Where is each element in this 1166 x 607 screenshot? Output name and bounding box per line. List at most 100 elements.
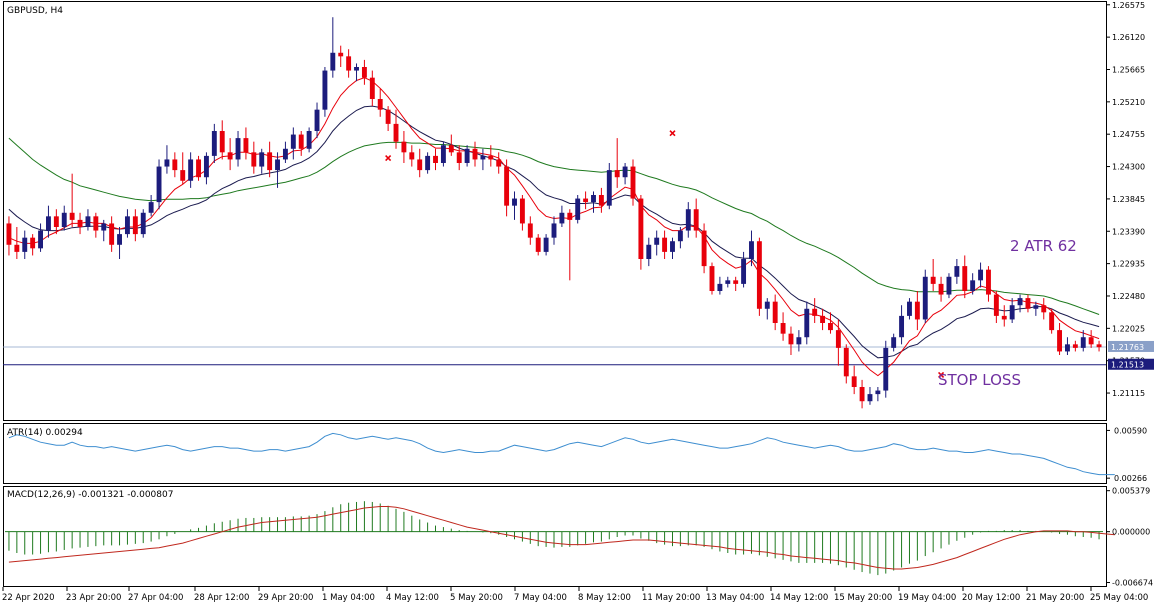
time-tick-label: 15 May 20:00 (834, 593, 892, 603)
time-tick-label: 27 Apr 04:00 (128, 593, 183, 603)
candle-body (409, 152, 415, 160)
svg-text:1.21763: 1.21763 (1111, 343, 1144, 352)
candle (148, 195, 154, 217)
candle (733, 276, 739, 291)
candle-body (148, 202, 154, 213)
candle (488, 145, 494, 167)
candle (1009, 298, 1015, 323)
candle (440, 141, 446, 167)
candle-body (30, 237, 36, 249)
candlesticks (6, 17, 1102, 409)
price-tick-label: 1.25210 (1112, 98, 1145, 107)
candle (188, 152, 194, 188)
candle-body (851, 376, 857, 387)
candle (756, 237, 762, 316)
candle-body (907, 301, 912, 316)
candle (196, 155, 201, 181)
candle (622, 163, 628, 185)
candle (38, 223, 43, 252)
candle (385, 106, 391, 131)
candle (630, 159, 636, 206)
macd-tick-label: -0.006674 (1112, 579, 1153, 588)
candle (559, 205, 565, 227)
candle-body (290, 134, 296, 149)
candle (741, 251, 747, 288)
candle-body (22, 237, 28, 252)
candle (914, 291, 920, 331)
candle (180, 152, 186, 185)
candle (812, 298, 818, 323)
time-tick-label: 22 Apr 2020 (2, 593, 55, 603)
time-tick-label: 5 May 20:00 (450, 593, 503, 603)
candle-body (38, 230, 43, 249)
candle-body (1041, 305, 1047, 313)
time-tick-label: 28 Apr 12:00 (194, 593, 249, 603)
candle (1025, 294, 1031, 313)
candle (946, 273, 952, 299)
atr-line (8, 432, 1115, 476)
candle-body (464, 148, 470, 163)
candle-body (504, 166, 510, 206)
candle-body (440, 145, 446, 163)
candle (693, 198, 699, 238)
atr-axis: 0.00590 0.00266 (1106, 426, 1147, 483)
candle (227, 138, 233, 171)
candle-body (796, 337, 802, 345)
candle-body (251, 152, 257, 167)
candle (464, 145, 470, 167)
candle-body (717, 283, 723, 291)
candle-body (188, 159, 194, 181)
candle (677, 227, 683, 249)
candle (472, 141, 478, 167)
candle (764, 298, 770, 320)
candle (843, 344, 849, 384)
fractal-markers (385, 130, 945, 378)
candle-body (1001, 315, 1007, 320)
candle-body (867, 394, 873, 402)
candle (1065, 337, 1070, 355)
macd-label: MACD(12,26,9) -0.001321 -0.000807 (7, 490, 173, 500)
candle-body (733, 280, 739, 284)
atr-tick-label: 0.00266 (1114, 474, 1147, 483)
hline-label-1: 1.21513 (1108, 358, 1154, 370)
candle (551, 216, 557, 245)
macd-axis: 0.005379 0.000000 -0.006674 (1106, 487, 1153, 588)
hline-label-0: 1.21763 (1108, 340, 1154, 352)
candle-body (812, 308, 818, 316)
candle-body (954, 266, 960, 277)
candle-body (654, 237, 660, 245)
candle-body (535, 237, 541, 252)
time-tick-label: 29 Apr 20:00 (258, 593, 313, 603)
candle (804, 301, 810, 345)
candle (101, 219, 107, 242)
symbol-label: GBPUSD, H4 (7, 6, 63, 16)
time-tick-label: 1 May 04:00 (322, 593, 375, 603)
candle-body (1072, 344, 1078, 348)
time-tick-label: 21 May 20:00 (1026, 593, 1084, 603)
candle (954, 259, 960, 284)
candle (140, 209, 146, 238)
price-panel (3, 1, 1107, 421)
macd-series (5, 501, 1115, 576)
candle-body (369, 77, 375, 99)
candle-body (962, 266, 968, 291)
candle (480, 148, 486, 171)
candle (354, 63, 359, 82)
candle-body (243, 138, 249, 153)
candle (117, 227, 122, 259)
time-tick-label: 23 Apr 20:00 (66, 593, 121, 603)
candle-body (1065, 344, 1070, 352)
candle-body (993, 294, 999, 316)
candle (69, 173, 75, 227)
time-tick-label: 20 May 12:00 (962, 593, 1020, 603)
candle (369, 70, 375, 107)
candle-body (828, 323, 833, 331)
candle (907, 298, 912, 320)
candle-body (756, 241, 762, 309)
candle (543, 234, 549, 256)
candle (1072, 340, 1078, 352)
candle (132, 209, 138, 242)
candle (235, 131, 241, 167)
candle (859, 379, 865, 409)
candle (314, 102, 320, 139)
